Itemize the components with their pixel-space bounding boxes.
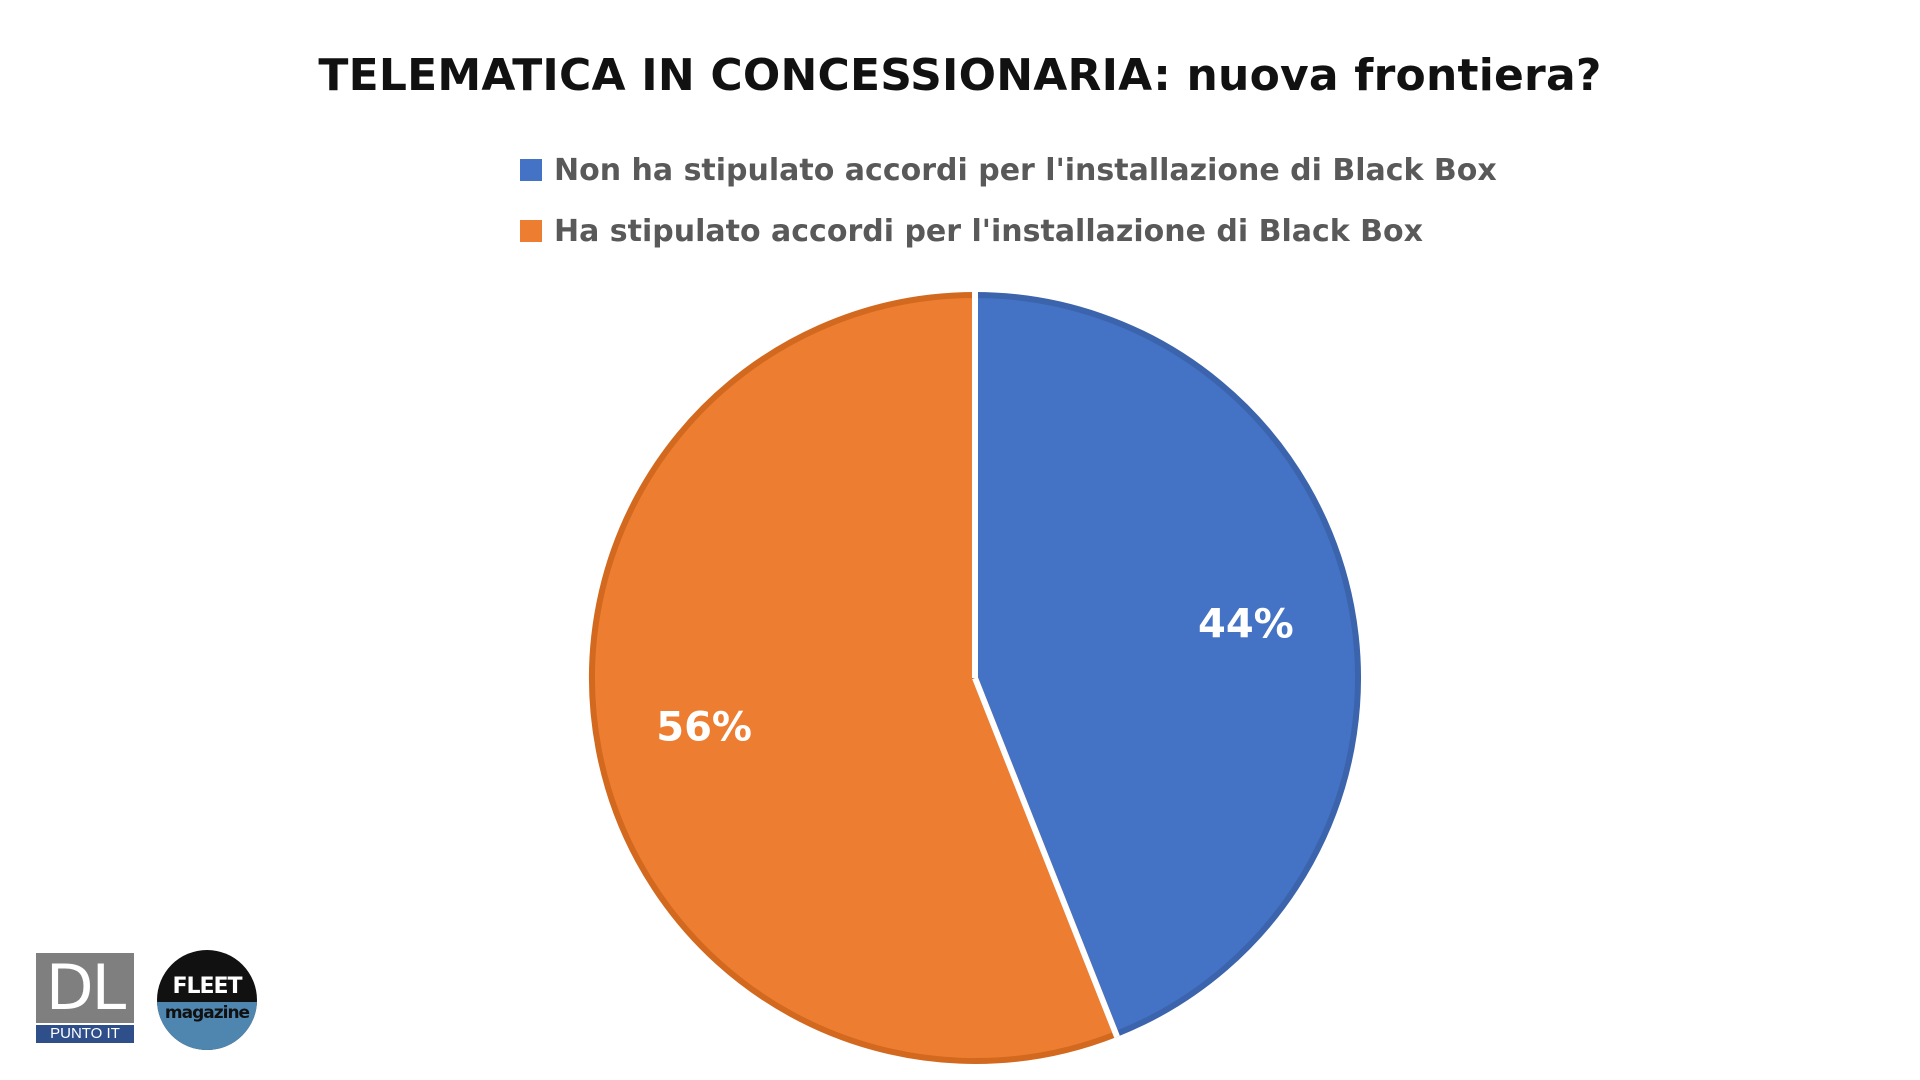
dl-punto-it-logo: DL PUNTO IT xyxy=(36,953,134,1043)
data-label-stipulated: 56% xyxy=(656,705,752,751)
chart-legend: Non ha stipulato accordi per l'installaz… xyxy=(520,150,1497,272)
legend-swatch-orange xyxy=(520,220,542,242)
pie-slice-not-stipulated xyxy=(972,292,1361,1038)
fleet-logo-top-text: FLEET xyxy=(172,974,242,999)
chart-title: TELEMATICA IN CONCESSIONARIA: nuova fron… xyxy=(318,50,1602,101)
pie-slice-stipulated xyxy=(588,292,1119,1064)
dl-logo-subtitle: PUNTO IT xyxy=(36,1025,134,1043)
legend-label-stipulated: Ha stipulato accordi per l'installazione… xyxy=(554,213,1423,249)
fleet-magazine-logo: FLEET magazine xyxy=(157,950,257,1050)
dl-logo-letters: DL xyxy=(36,953,134,1023)
legend-item-stipulated: Ha stipulato accordi per l'installazione… xyxy=(520,211,1497,251)
pie-slice-separator xyxy=(972,676,1120,1038)
data-label-not-stipulated: 44% xyxy=(1198,601,1294,647)
legend-swatch-blue xyxy=(520,159,542,181)
fleet-logo-bottom-text: magazine xyxy=(164,1003,250,1023)
legend-item-not-stipulated: Non ha stipulato accordi per l'installaz… xyxy=(520,150,1497,190)
legend-label-not-stipulated: Non ha stipulato accordi per l'installaz… xyxy=(554,152,1497,188)
fleet-logo-bottom-band xyxy=(157,1002,257,1050)
